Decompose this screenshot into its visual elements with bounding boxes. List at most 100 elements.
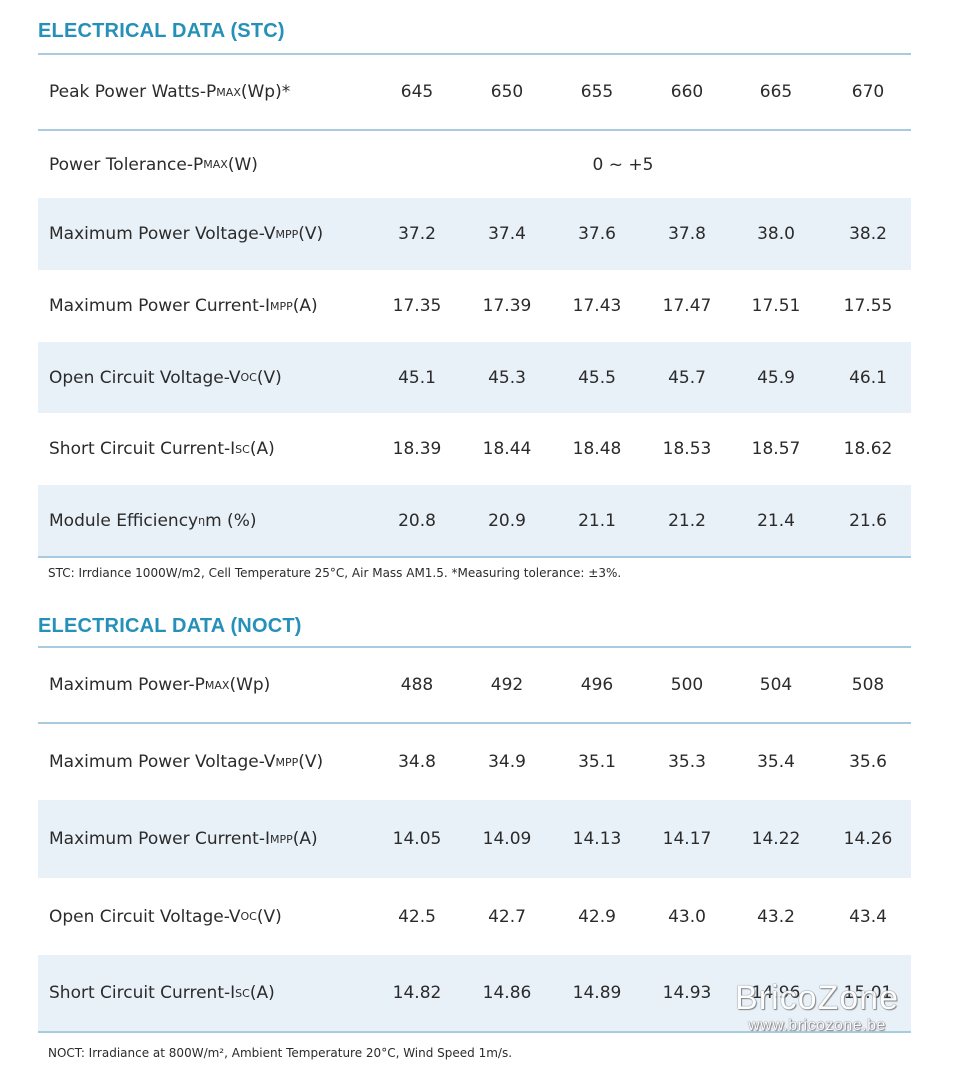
value-cell: 35.3 [668, 752, 706, 772]
stc-bottom-divider [38, 556, 911, 558]
row-label: Maximum Power Current-I MPP (A) [49, 296, 318, 316]
value-cell: 43.2 [757, 906, 795, 927]
value-cell: 14.89 [572, 983, 622, 1003]
row-label: Open Circuit Voltage-V OC (V) [49, 367, 282, 388]
value-cell: 14.26 [843, 829, 893, 849]
stc-row-efficiency: Module Efficiency η m (%) 20.8 20.9 21.1… [38, 485, 911, 556]
value-cell: 508 [851, 675, 885, 695]
stc-row-peak-power: Peak Power Watts-P MAX (Wp)* 645 650 655 … [38, 55, 911, 129]
value-cell: 38.2 [849, 224, 887, 244]
row-label: Maximum Power Current-I MPP (A) [49, 829, 318, 849]
value-cell: 43.4 [849, 906, 887, 927]
value-cell: 17.43 [572, 296, 622, 316]
value-cell: 37.6 [578, 224, 616, 244]
value-cell: 20.9 [488, 510, 526, 531]
stc-section-title: ELECTRICAL DATA (STC) [38, 20, 285, 42]
value-cell: 14.96 [751, 983, 801, 1003]
value-cell: 17.55 [843, 296, 893, 316]
value-cell: 45.9 [757, 367, 795, 388]
stc-row-divider [38, 129, 911, 131]
value-cell: 45.5 [578, 367, 616, 388]
stc-row-vmpp: Maximum Power Voltage-V MPP (V) 37.2 37.4… [38, 198, 911, 270]
bricozone-watermark: BricoZone www.bricozone.be [722, 980, 912, 1036]
value-cell: 35.1 [578, 752, 616, 772]
noct-row-impp: Maximum Power Current-I MPP (A) 14.05 14.… [38, 800, 911, 878]
value-cell: 650 [490, 82, 524, 102]
noct-footnote: NOCT: Irradiance at 800W/m², Ambient Tem… [48, 1046, 513, 1060]
noct-row-vmpp: Maximum Power Voltage-V MPP (V) 34.8 34.9… [38, 724, 911, 800]
value-cell: 37.2 [398, 224, 436, 244]
stc-row-power-tolerance: Power Tolerance-P MAX (W) 0 ~ +5 [38, 131, 911, 198]
noct-row-divider [38, 722, 911, 724]
row-label: Short Circuit Current-I SC (A) [49, 439, 275, 459]
row-label: Module Efficiency η m (%) [49, 510, 257, 531]
value-cell: 18.48 [572, 439, 622, 459]
value-cell: 20.8 [398, 510, 436, 531]
value-cell: 21.2 [668, 510, 706, 531]
value-cell: 14.17 [662, 829, 712, 849]
value-cell: 34.8 [398, 752, 436, 772]
value-cell: 35.4 [757, 752, 795, 772]
value-cell: 45.7 [668, 367, 706, 388]
value-cell: 35.6 [849, 752, 887, 772]
watermark-url: www.bricozone.be [748, 1017, 886, 1034]
row-label: Short Circuit Current-I SC (A) [49, 983, 275, 1003]
stc-row-impp: Maximum Power Current-I MPP (A) 17.35 17.… [38, 270, 911, 342]
value-cell: 14.93 [662, 983, 712, 1003]
value-cell: 18.39 [392, 439, 442, 459]
value-cell: 21.4 [757, 510, 795, 531]
value-cell: 492 [490, 675, 524, 695]
noct-table: Maximum Power-P MAX (Wp) 488 492 496 500 … [38, 648, 911, 1033]
value-cell: 38.0 [757, 224, 795, 244]
value-cell: 17.39 [482, 296, 532, 316]
value-cell: 14.05 [392, 829, 442, 849]
value-cell-span: 0 ~ +5 [592, 154, 654, 175]
noct-row-isc: Short Circuit Current-I SC (A) 14.82 14.8… [38, 955, 911, 1031]
stc-table: Peak Power Watts-P MAX (Wp)* 645 650 655 … [38, 55, 911, 558]
value-cell: 14.09 [482, 829, 532, 849]
value-cell: 15.01 [843, 983, 893, 1003]
value-cell: 17.51 [751, 296, 801, 316]
noct-row-pmax: Maximum Power-P MAX (Wp) 488 492 496 500 … [38, 648, 911, 722]
noct-row-voc: Open Circuit Voltage-V OC (V) 42.5 42.7 4… [38, 878, 911, 955]
value-cell: 43.0 [668, 906, 706, 927]
value-cell: 37.8 [668, 224, 706, 244]
value-cell: 14.82 [392, 983, 442, 1003]
value-cell: 18.53 [662, 439, 712, 459]
value-cell: 17.47 [662, 296, 712, 316]
value-cell: 45.1 [398, 367, 436, 388]
value-cell: 46.1 [849, 367, 887, 388]
value-cell: 42.5 [398, 906, 436, 927]
noct-bottom-divider [38, 1031, 911, 1033]
value-cell: 504 [759, 675, 793, 695]
value-cell: 655 [580, 82, 614, 102]
watermark-brand: BricoZone [735, 979, 899, 1017]
value-cell: 42.9 [578, 906, 616, 927]
row-label: Peak Power Watts-P MAX (Wp)* [49, 82, 291, 102]
value-cell: 660 [670, 82, 704, 102]
value-cell: 42.7 [488, 906, 526, 927]
value-cell: 14.13 [572, 829, 622, 849]
value-cell: 488 [400, 675, 434, 695]
value-cell: 45.3 [488, 367, 526, 388]
stc-row-isc: Short Circuit Current-I SC (A) 18.39 18.4… [38, 413, 911, 485]
value-cell: 18.62 [843, 439, 893, 459]
stc-row-voc: Open Circuit Voltage-V OC (V) 45.1 45.3 4… [38, 342, 911, 413]
row-label: Maximum Power Voltage-V MPP (V) [49, 224, 324, 244]
value-cell: 500 [670, 675, 704, 695]
value-cell: 14.86 [482, 983, 532, 1003]
stc-top-divider [38, 53, 911, 55]
value-cell: 496 [580, 675, 614, 695]
row-label: Open Circuit Voltage-V OC (V) [49, 906, 282, 927]
row-label: Power Tolerance-P MAX (W) [49, 154, 258, 175]
stc-footnote: STC: Irrdiance 1000W/m2, Cell Temperatur… [48, 566, 622, 580]
value-cell: 665 [759, 82, 793, 102]
row-label: Maximum Power Voltage-V MPP (V) [49, 752, 324, 772]
value-cell: 17.35 [392, 296, 442, 316]
noct-top-divider [38, 646, 911, 648]
row-label: Maximum Power-P MAX (Wp) [49, 675, 271, 695]
value-cell: 21.1 [578, 510, 616, 531]
value-cell: 21.6 [849, 510, 887, 531]
value-cell: 14.22 [751, 829, 801, 849]
value-cell: 670 [851, 82, 885, 102]
